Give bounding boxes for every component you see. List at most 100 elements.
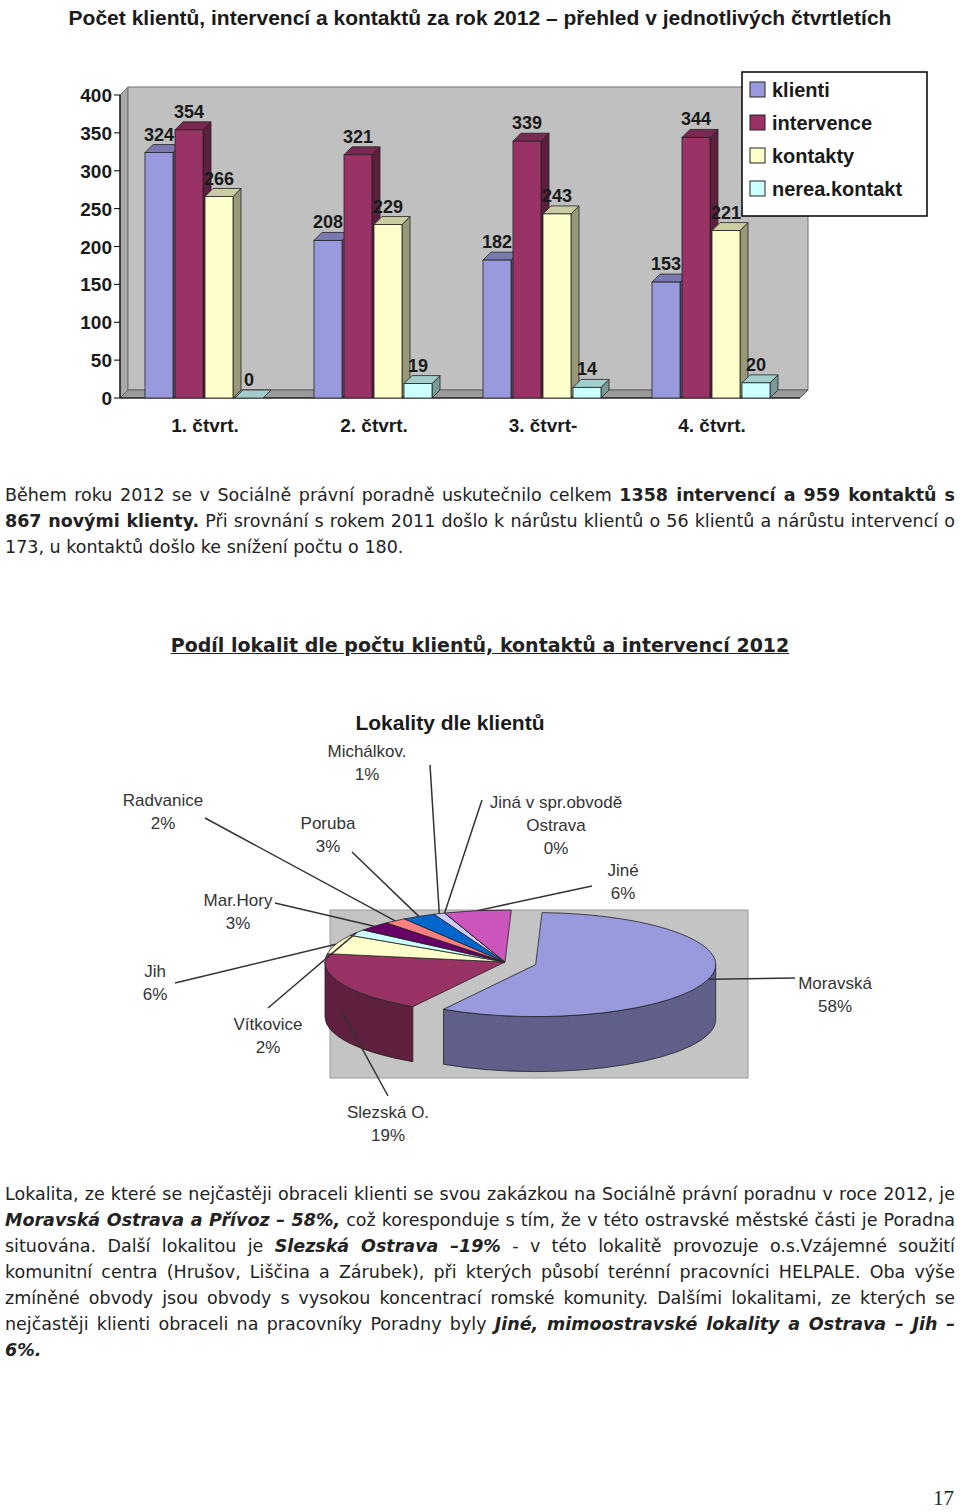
slice-category: Radvanice [123, 791, 203, 810]
bar-top [742, 375, 778, 383]
legend-box [742, 72, 927, 216]
bar [235, 398, 263, 399]
y-tick [114, 284, 120, 285]
bar [652, 282, 680, 398]
y-tick [114, 95, 120, 96]
data-label: 243 [542, 186, 572, 206]
pie-slices [325, 910, 716, 1017]
pie-chart: Lokality dle klientů Moravská 58% Slezská O… [123, 711, 873, 1145]
y-tick-label: 100 [80, 312, 112, 333]
slice-category: Poruba [301, 814, 356, 833]
data-label: 20 [746, 355, 766, 375]
data-label: 339 [512, 113, 542, 133]
bar [175, 130, 203, 398]
leader-line [175, 944, 336, 983]
leader-line [275, 903, 374, 926]
legend-swatch [750, 115, 765, 130]
bar [374, 225, 402, 398]
bar [145, 153, 173, 398]
data-label: 266 [204, 169, 234, 189]
leader-line [352, 852, 419, 916]
slice-value: 58% [818, 997, 852, 1016]
slice-category: Moravská [798, 974, 872, 993]
bar-top [682, 129, 718, 137]
text-run: Moravská Ostrava a Přívoz – 58%, [5, 1210, 340, 1230]
slice-value: 2% [151, 814, 176, 833]
bar [682, 137, 710, 398]
slice-value: 6% [611, 884, 636, 903]
bar [205, 197, 233, 398]
y-tick-label: 250 [80, 199, 112, 220]
bar-top [344, 147, 380, 155]
leader-line [445, 800, 482, 913]
legend-label: klienti [772, 79, 830, 101]
data-label: 19 [408, 356, 428, 376]
bar [513, 141, 541, 398]
y-tick [114, 322, 120, 323]
y-tick [114, 170, 120, 171]
leader-line [205, 818, 395, 921]
slice [445, 910, 512, 962]
bars [145, 122, 778, 398]
y-tick-label: 150 [80, 274, 112, 295]
slice-category: Jiná v spr.obvoděOstrava [490, 793, 622, 835]
y-tick [114, 398, 120, 399]
bar [404, 384, 432, 398]
bar-top [573, 379, 609, 387]
slice-category-line: Mar.Hory [204, 891, 273, 910]
leader-line [708, 978, 795, 979]
legend: klientiintervencekontaktynerea.kontakt [742, 72, 927, 216]
slice-category-line: Radvanice [123, 791, 203, 810]
bar [543, 214, 571, 398]
x-tick-label: 2. čtvrt. [340, 415, 408, 436]
bar-top [235, 390, 271, 398]
slice [325, 954, 505, 1007]
slice-category: Slezská O. [347, 1103, 429, 1122]
data-label: 153 [651, 254, 681, 274]
bar [712, 231, 740, 398]
bar [483, 260, 511, 398]
slice-category-line: Slezská O. [347, 1103, 429, 1122]
data-label: 344 [681, 109, 711, 129]
slice-category-line: Jih [144, 962, 166, 981]
bar-top [404, 376, 440, 384]
legend-label: nerea.kontakt [772, 178, 902, 200]
data-label: 182 [482, 232, 512, 252]
slice-category-line: Michálkov. [327, 742, 406, 761]
data-label: 221 [711, 203, 741, 223]
leader-line [342, 1011, 388, 1096]
slice-category: Michálkov. [327, 742, 406, 761]
bar [344, 155, 372, 398]
data-label: 321 [343, 127, 373, 147]
text-run: Během roku 2012 se v Sociálně právní por… [5, 485, 619, 505]
y-tick [114, 132, 120, 133]
y-tick [114, 208, 120, 209]
slice-category-line: Jiné [607, 861, 638, 880]
slice-value: 3% [316, 837, 341, 856]
bar-top [205, 189, 241, 197]
bar-top [374, 217, 410, 225]
slice-category: Jiné [607, 861, 638, 880]
pie-title: Lokality dle klientů [355, 711, 544, 734]
y-tick-label: 50 [91, 350, 112, 371]
data-label: 229 [373, 197, 403, 217]
data-label: 14 [577, 359, 597, 379]
slice-category: Jih [144, 962, 166, 981]
page-number: 17 [933, 1486, 954, 1511]
legend-swatch [750, 181, 765, 196]
pie-labels: Moravská58%Slezská O.19%Jih6%Vítkovice2%… [123, 742, 873, 1145]
slice-value: 3% [226, 914, 251, 933]
section-heading: Podíl lokalit dle počtu klientů, kontakt… [0, 634, 960, 656]
bar-chart-title: Počet klientů, intervencí a kontaktů za … [40, 4, 920, 32]
slice-category-line: Moravská [798, 974, 872, 993]
y-tick [114, 360, 120, 361]
paragraph: Lokalita, ze které se nejčastěji obracel… [5, 1181, 955, 1363]
y-tick-label: 300 [80, 161, 112, 182]
bar [742, 383, 770, 398]
slice-value: 19% [371, 1126, 405, 1145]
slice-value: 2% [256, 1038, 281, 1057]
y-tick-label: 400 [80, 85, 112, 106]
paragraph: Během roku 2012 se v Sociálně právní por… [5, 482, 955, 560]
bar-top [175, 122, 211, 130]
x-tick-label: 1. čtvrt. [171, 415, 239, 436]
